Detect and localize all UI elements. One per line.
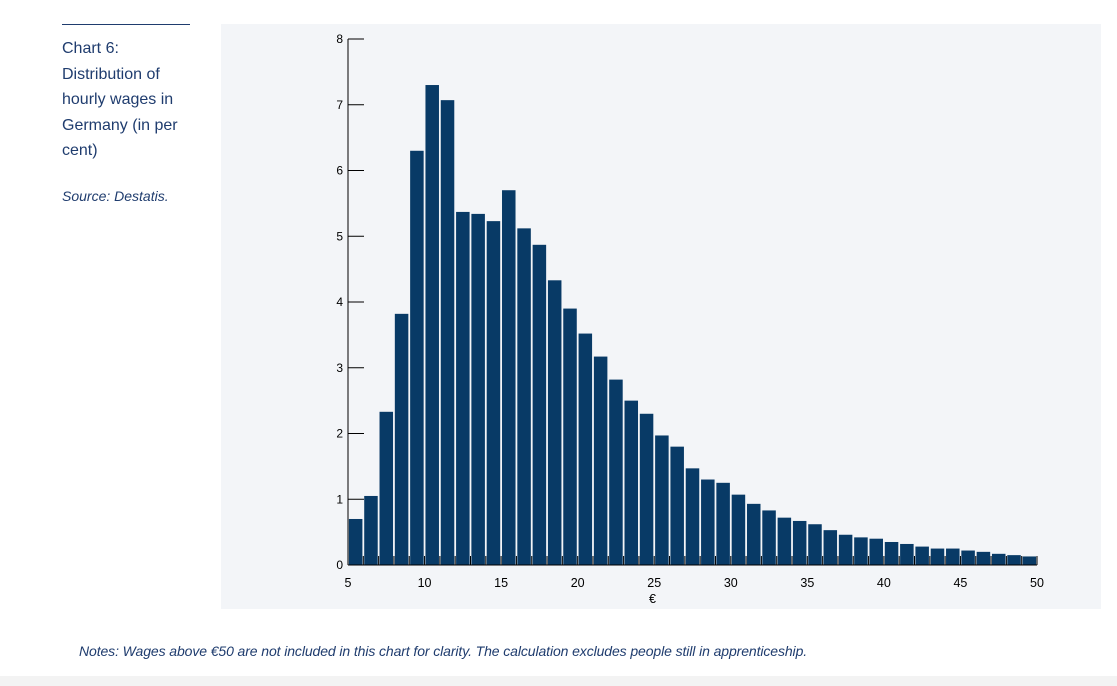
- y-tick-label: 7: [336, 98, 343, 112]
- histogram-bar: [456, 211, 470, 566]
- histogram-bar: [364, 495, 378, 565]
- x-tick-label: 15: [494, 576, 508, 590]
- histogram-bar: [624, 400, 639, 566]
- histogram-bar: [348, 518, 363, 565]
- x-tick-label: 25: [647, 576, 661, 590]
- histogram-bar: [440, 100, 455, 566]
- histogram-bar: [655, 435, 669, 565]
- histogram-bar: [930, 548, 945, 565]
- chart-notes: Notes: Wages above €50 are not included …: [79, 643, 808, 659]
- histogram-bar: [946, 548, 960, 565]
- histogram-bar: [685, 468, 700, 565]
- histogram-bar: [670, 446, 684, 565]
- histogram-bar: [410, 150, 424, 565]
- x-tick-label: 50: [1030, 576, 1044, 590]
- x-tick-label: 10: [418, 576, 432, 590]
- y-tick-label: 1: [336, 492, 343, 506]
- y-tick-label: 8: [336, 32, 343, 46]
- page-bottom-band: [0, 676, 1117, 686]
- x-tick-label: 5: [345, 576, 352, 590]
- histogram-bar: [716, 482, 730, 565]
- chart-caption: Chart 6: Distribution of hourly wages in…: [62, 24, 190, 208]
- histogram-bar: [1022, 556, 1037, 565]
- y-tick-label: 6: [336, 164, 343, 178]
- y-tick-label: 3: [336, 361, 343, 375]
- histogram-bar: [486, 221, 501, 565]
- histogram-bar: [547, 280, 562, 565]
- histogram-bar: [1007, 555, 1021, 565]
- histogram-bar: [609, 379, 623, 565]
- x-tick-label: 40: [877, 576, 891, 590]
- x-axis-label: €: [649, 592, 656, 606]
- histogram-bar: [792, 520, 807, 565]
- caption-rule: [62, 24, 190, 25]
- histogram-bar: [884, 541, 899, 565]
- y-tick-label: 0: [336, 558, 343, 572]
- histogram-bar: [838, 534, 853, 565]
- x-tick-label: 35: [800, 576, 814, 590]
- histogram-bar: [762, 510, 776, 565]
- x-tick-label: 30: [724, 576, 738, 590]
- histogram-bar: [701, 479, 715, 565]
- y-tick-label: 5: [336, 229, 343, 243]
- chart-title: Chart 6: Distribution of hourly wages in…: [62, 40, 178, 159]
- histogram-bar: [502, 190, 516, 565]
- histogram-bar: [425, 85, 439, 565]
- histogram-bar: [731, 494, 746, 565]
- x-tick-label: 20: [571, 576, 585, 590]
- y-tick-label: 2: [336, 427, 343, 441]
- histogram-bar: [808, 524, 822, 565]
- histogram-bar: [869, 538, 883, 565]
- histogram-bar: [823, 530, 838, 565]
- histogram-bar: [593, 356, 608, 565]
- x-tick-label: 45: [953, 576, 967, 590]
- histogram-bar: [854, 537, 868, 565]
- y-tick-label: 4: [336, 295, 343, 309]
- histogram-bar: [777, 517, 792, 565]
- histogram-bar: [471, 213, 485, 565]
- histogram-bar: [900, 543, 914, 565]
- histogram-bar: [532, 244, 547, 566]
- plot-panel: 0 1 2 3 4 5 6 7 8 5 10 15 20 25 30 35 40 45 50 €: [221, 24, 1101, 609]
- chart-source: Source: Destatis.: [62, 187, 169, 204]
- histogram-bar: [379, 411, 394, 565]
- histogram-bar: [578, 333, 593, 565]
- histogram-bar: [915, 546, 929, 565]
- histogram-bar: [639, 413, 654, 565]
- histogram-bar: [394, 313, 409, 565]
- histogram-bar: [961, 550, 975, 565]
- histogram-bar: [563, 308, 577, 565]
- histogram-bar: [746, 503, 761, 565]
- histogram-bar: [517, 228, 531, 566]
- histogram-bar: [991, 553, 1006, 565]
- histogram-bar: [976, 551, 991, 565]
